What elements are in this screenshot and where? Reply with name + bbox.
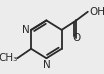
Text: OH: OH [89,7,104,17]
Text: N: N [22,25,30,35]
Text: O: O [72,33,80,43]
Text: N: N [43,60,50,70]
Text: CH₃: CH₃ [0,53,17,63]
